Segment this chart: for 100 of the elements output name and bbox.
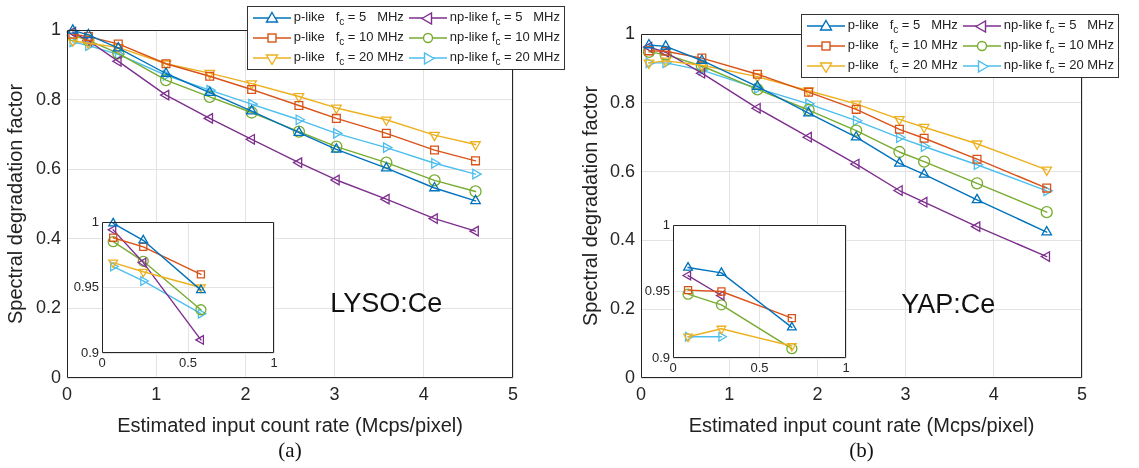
x-tick-label: 3 — [329, 383, 340, 404]
y-tick-label: 0.95 — [644, 283, 670, 299]
point — [108, 217, 119, 227]
point — [380, 193, 390, 205]
point — [470, 141, 481, 151]
point — [682, 288, 694, 300]
point — [245, 133, 256, 145]
legend-label: p-like f$_{c}$ = 5 MHz — [293, 9, 404, 27]
legend-label: np-like f$_{c}$ = 5 MHz — [1003, 17, 1114, 35]
point — [893, 145, 906, 159]
legend-label: np-like f$_{c}$ = 20 MHz — [1003, 57, 1114, 75]
point — [851, 104, 861, 114]
x-tick-label: 2 — [812, 383, 823, 404]
point — [330, 174, 340, 186]
y-axis-title: Spectral degradation factor — [578, 85, 601, 327]
y-tick-label: 0.8 — [609, 91, 635, 112]
x-tick-label: 0.5 — [178, 355, 198, 371]
x-tick-label: 1 — [724, 383, 735, 404]
point — [294, 100, 304, 111]
point — [159, 73, 173, 87]
point — [140, 275, 149, 286]
text: (b) — [848, 438, 875, 463]
x-tick-label: 4 — [418, 383, 429, 404]
point — [470, 194, 481, 205]
point — [850, 100, 862, 110]
y-tick-label: 1 — [624, 22, 635, 43]
point — [107, 224, 117, 235]
point — [162, 69, 173, 81]
point — [920, 141, 931, 152]
x-tick-label: 5 — [507, 383, 519, 404]
y-tick-label: 0.9 — [651, 349, 670, 365]
legend-label: p-like f$_{c}$ = 20 MHz — [847, 57, 958, 75]
point — [83, 32, 93, 42]
point — [805, 98, 815, 110]
point — [138, 234, 149, 244]
point — [716, 267, 727, 277]
point — [107, 236, 119, 248]
point — [970, 177, 984, 190]
point — [660, 40, 672, 50]
point — [972, 154, 982, 164]
x-tick-label: 2 — [240, 383, 251, 404]
point — [245, 106, 258, 119]
legend-label: p-like f$_{c}$ = 10 MHz — [847, 37, 958, 55]
point — [917, 155, 931, 168]
point — [139, 242, 148, 252]
point — [971, 193, 983, 204]
text: (a) — [277, 438, 303, 463]
point — [919, 133, 929, 143]
y-axis-title: Spectral degradation factor — [3, 83, 26, 325]
legend-label: p-like f$_{c}$ = 20 MHz — [293, 49, 404, 67]
point — [83, 28, 94, 39]
y-tick-label: 0.4 — [35, 227, 61, 248]
point — [917, 196, 928, 208]
point — [469, 185, 482, 198]
point — [1040, 251, 1051, 262]
point — [428, 213, 438, 225]
point — [380, 116, 392, 126]
point — [894, 157, 905, 167]
x-tick-label: 1 — [270, 355, 278, 371]
point — [292, 157, 303, 168]
y-tick-label: 1 — [91, 213, 99, 229]
legend-label: p-like f$_{c}$ = 10 MHz — [293, 29, 404, 47]
point — [852, 115, 863, 127]
point — [894, 115, 905, 126]
y-tick-label: 1 — [662, 216, 670, 232]
point — [642, 41, 653, 53]
point — [469, 225, 479, 237]
point — [381, 128, 391, 138]
point — [108, 233, 118, 242]
point — [330, 104, 342, 115]
point — [971, 140, 983, 150]
point — [643, 38, 655, 49]
y-tick-label: 0.8 — [35, 88, 61, 109]
point — [380, 156, 393, 169]
point — [850, 158, 860, 170]
point — [195, 334, 205, 345]
point — [247, 84, 257, 95]
y-tick-label: 0.2 — [609, 298, 635, 319]
y-tick-label: 0.6 — [35, 158, 61, 179]
point — [382, 142, 393, 154]
point — [471, 156, 481, 166]
point — [751, 102, 761, 114]
point — [112, 55, 122, 67]
point — [1043, 185, 1053, 197]
point — [67, 24, 79, 34]
y-tick-label: 0.4 — [609, 229, 635, 250]
annotation: YAP:Ce — [901, 289, 996, 320]
point — [896, 132, 906, 143]
point — [1042, 183, 1052, 193]
point — [332, 127, 343, 139]
y-tick-label: 0.9 — [80, 344, 99, 360]
point — [429, 181, 440, 192]
x-tick-label: 0.5 — [750, 360, 769, 376]
point — [196, 270, 206, 279]
point — [683, 285, 693, 295]
point — [850, 124, 863, 137]
point — [752, 73, 763, 83]
x-tick-label: 4 — [988, 383, 999, 404]
point — [195, 304, 207, 316]
point — [431, 157, 441, 169]
